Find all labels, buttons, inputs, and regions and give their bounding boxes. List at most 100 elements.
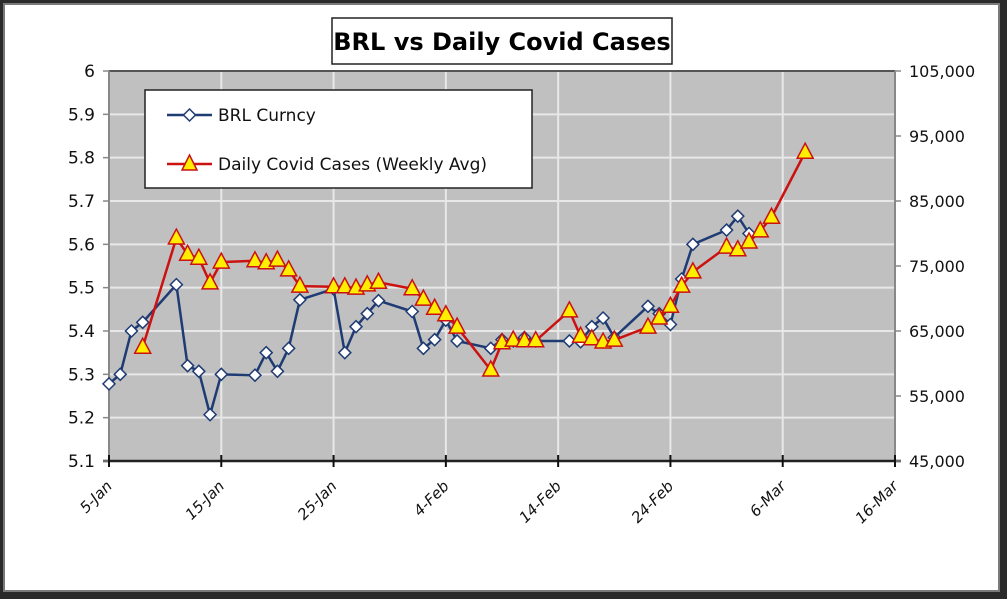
x-tick-label: 24-Feb — [628, 477, 677, 526]
x-tick-label: 6-Mar — [746, 477, 790, 521]
legend: BRL Curncy Daily Covid Cases (Weekly Avg… — [144, 89, 533, 189]
data-point-diamond — [405, 304, 420, 319]
data-point-diamond — [191, 364, 206, 379]
data-point-diamond — [101, 376, 117, 391]
data-point-triangle — [739, 231, 759, 249]
data-point-triangle — [324, 276, 343, 294]
left-axis-ticks: 5.1 5.2 5.3 5.4 5.5 5.6 5.7 5.8 5.9 6 — [68, 62, 109, 472]
data-point-diamond — [135, 315, 150, 330]
right-tick-label: 95,000 — [909, 127, 965, 146]
data-point-triangle — [762, 206, 781, 224]
data-point-diamond — [450, 333, 465, 349]
left-tick-label: 6 — [84, 62, 95, 82]
data-point-triangle — [245, 250, 265, 268]
triangle-marker-icon — [180, 153, 199, 171]
data-point-diamond — [180, 358, 195, 373]
data-point-triangle — [212, 251, 231, 269]
data-point-triangle — [638, 316, 658, 334]
data-point-triangle — [717, 236, 736, 254]
left-tick-label: 5.3 — [68, 365, 95, 385]
series-covid — [133, 141, 815, 377]
data-point-triangle — [133, 336, 152, 354]
data-point-diamond — [348, 319, 364, 334]
left-tick-label: 5.7 — [68, 192, 95, 212]
right-tick-label: 65,000 — [909, 322, 965, 341]
left-tick-label: 5.6 — [68, 235, 95, 255]
right-tick-label: 85,000 — [909, 192, 965, 211]
data-point-diamond — [685, 237, 700, 252]
data-point-triangle — [425, 297, 444, 315]
x-tick-label: 15-Jan — [182, 477, 228, 523]
data-point-diamond — [416, 341, 431, 356]
x-tick-label: 16-Mar — [852, 477, 903, 528]
data-point-diamond — [281, 341, 296, 356]
data-point-triangle — [268, 249, 287, 267]
data-point-diamond — [259, 345, 274, 360]
x-axis-ticks: 5-Jan 15-Jan 25-Jan 4-Feb 14-Feb 24-Feb 6-Mar 1… — [76, 455, 902, 527]
x-tick-label: 14-Feb — [516, 477, 565, 526]
data-point-triangle — [290, 275, 310, 293]
left-tick-label: 5.8 — [68, 149, 95, 169]
legend-item-covid: Daily Covid Cases (Weekly Avg) — [167, 153, 487, 175]
data-point-diamond — [371, 293, 386, 308]
left-tick-label: 5.1 — [68, 452, 95, 472]
data-point-triangle — [167, 227, 186, 245]
data-point-triangle — [571, 325, 590, 343]
data-point-diamond — [292, 292, 307, 307]
series-layer — [101, 141, 815, 422]
legend-label-covid: Daily Covid Cases (Weekly Avg) — [218, 155, 487, 175]
right-tick-label: 55,000 — [909, 387, 965, 406]
data-point-triangle — [795, 141, 815, 159]
data-point-triangle — [189, 247, 209, 265]
data-point-triangle — [526, 330, 545, 348]
data-point-triangle — [481, 359, 501, 377]
data-point-diamond — [640, 299, 656, 314]
data-point-triangle — [672, 275, 691, 293]
right-tick-label: 45,000 — [909, 452, 965, 471]
data-point-triangle — [582, 328, 602, 346]
left-tick-label: 5.9 — [68, 105, 95, 125]
data-point-diamond — [730, 209, 745, 224]
data-point-triangle — [605, 329, 624, 347]
right-tick-label: 75,000 — [909, 257, 965, 276]
data-point-diamond — [427, 332, 442, 347]
data-point-diamond — [214, 367, 229, 382]
data-point-diamond — [595, 310, 611, 326]
x-tick-label: 5-Jan — [76, 477, 116, 517]
left-tick-label: 5.5 — [68, 279, 95, 299]
data-point-diamond — [247, 368, 263, 383]
data-point-triangle — [414, 288, 433, 306]
data-point-triangle — [661, 295, 680, 314]
data-point-diamond — [562, 333, 577, 349]
left-tick-label: 5.4 — [68, 322, 95, 342]
data-point-triangle — [402, 278, 422, 296]
data-point-diamond — [719, 222, 734, 238]
data-point-triangle — [335, 276, 355, 294]
x-tick-label: 25-Jan — [294, 477, 340, 523]
data-point-triangle — [683, 261, 703, 279]
data-point-triangle — [447, 316, 467, 334]
legend-item-brl: BRL Curncy — [167, 106, 316, 126]
data-point-triangle — [279, 259, 298, 277]
data-point-triangle — [369, 271, 388, 289]
data-point-triangle — [200, 272, 220, 290]
x-tick-label: 4-Feb — [410, 477, 453, 520]
legend-label-brl: BRL Curncy — [218, 106, 316, 126]
data-point-triangle — [178, 243, 197, 262]
data-point-diamond — [113, 367, 128, 382]
data-point-triangle — [751, 220, 770, 238]
data-point-diamond — [124, 323, 139, 339]
diamond-marker-icon — [182, 107, 197, 123]
data-point-triangle — [560, 300, 579, 318]
chart-title-box: BRL vs Daily Covid Cases — [331, 17, 673, 65]
data-point-triangle — [515, 330, 534, 348]
data-point-diamond — [169, 277, 184, 292]
chart-title: BRL vs Daily Covid Cases — [333, 28, 670, 56]
data-point-triangle — [503, 329, 523, 347]
data-point-diamond — [270, 364, 285, 379]
data-point-diamond — [337, 345, 352, 360]
data-point-diamond — [202, 407, 218, 422]
right-tick-label: 105,000 — [909, 62, 975, 81]
data-point-triangle — [436, 304, 456, 322]
right-axis-ticks: 45,000 55,000 65,000 75,000 85,000 95,000 105,… — [895, 62, 975, 471]
